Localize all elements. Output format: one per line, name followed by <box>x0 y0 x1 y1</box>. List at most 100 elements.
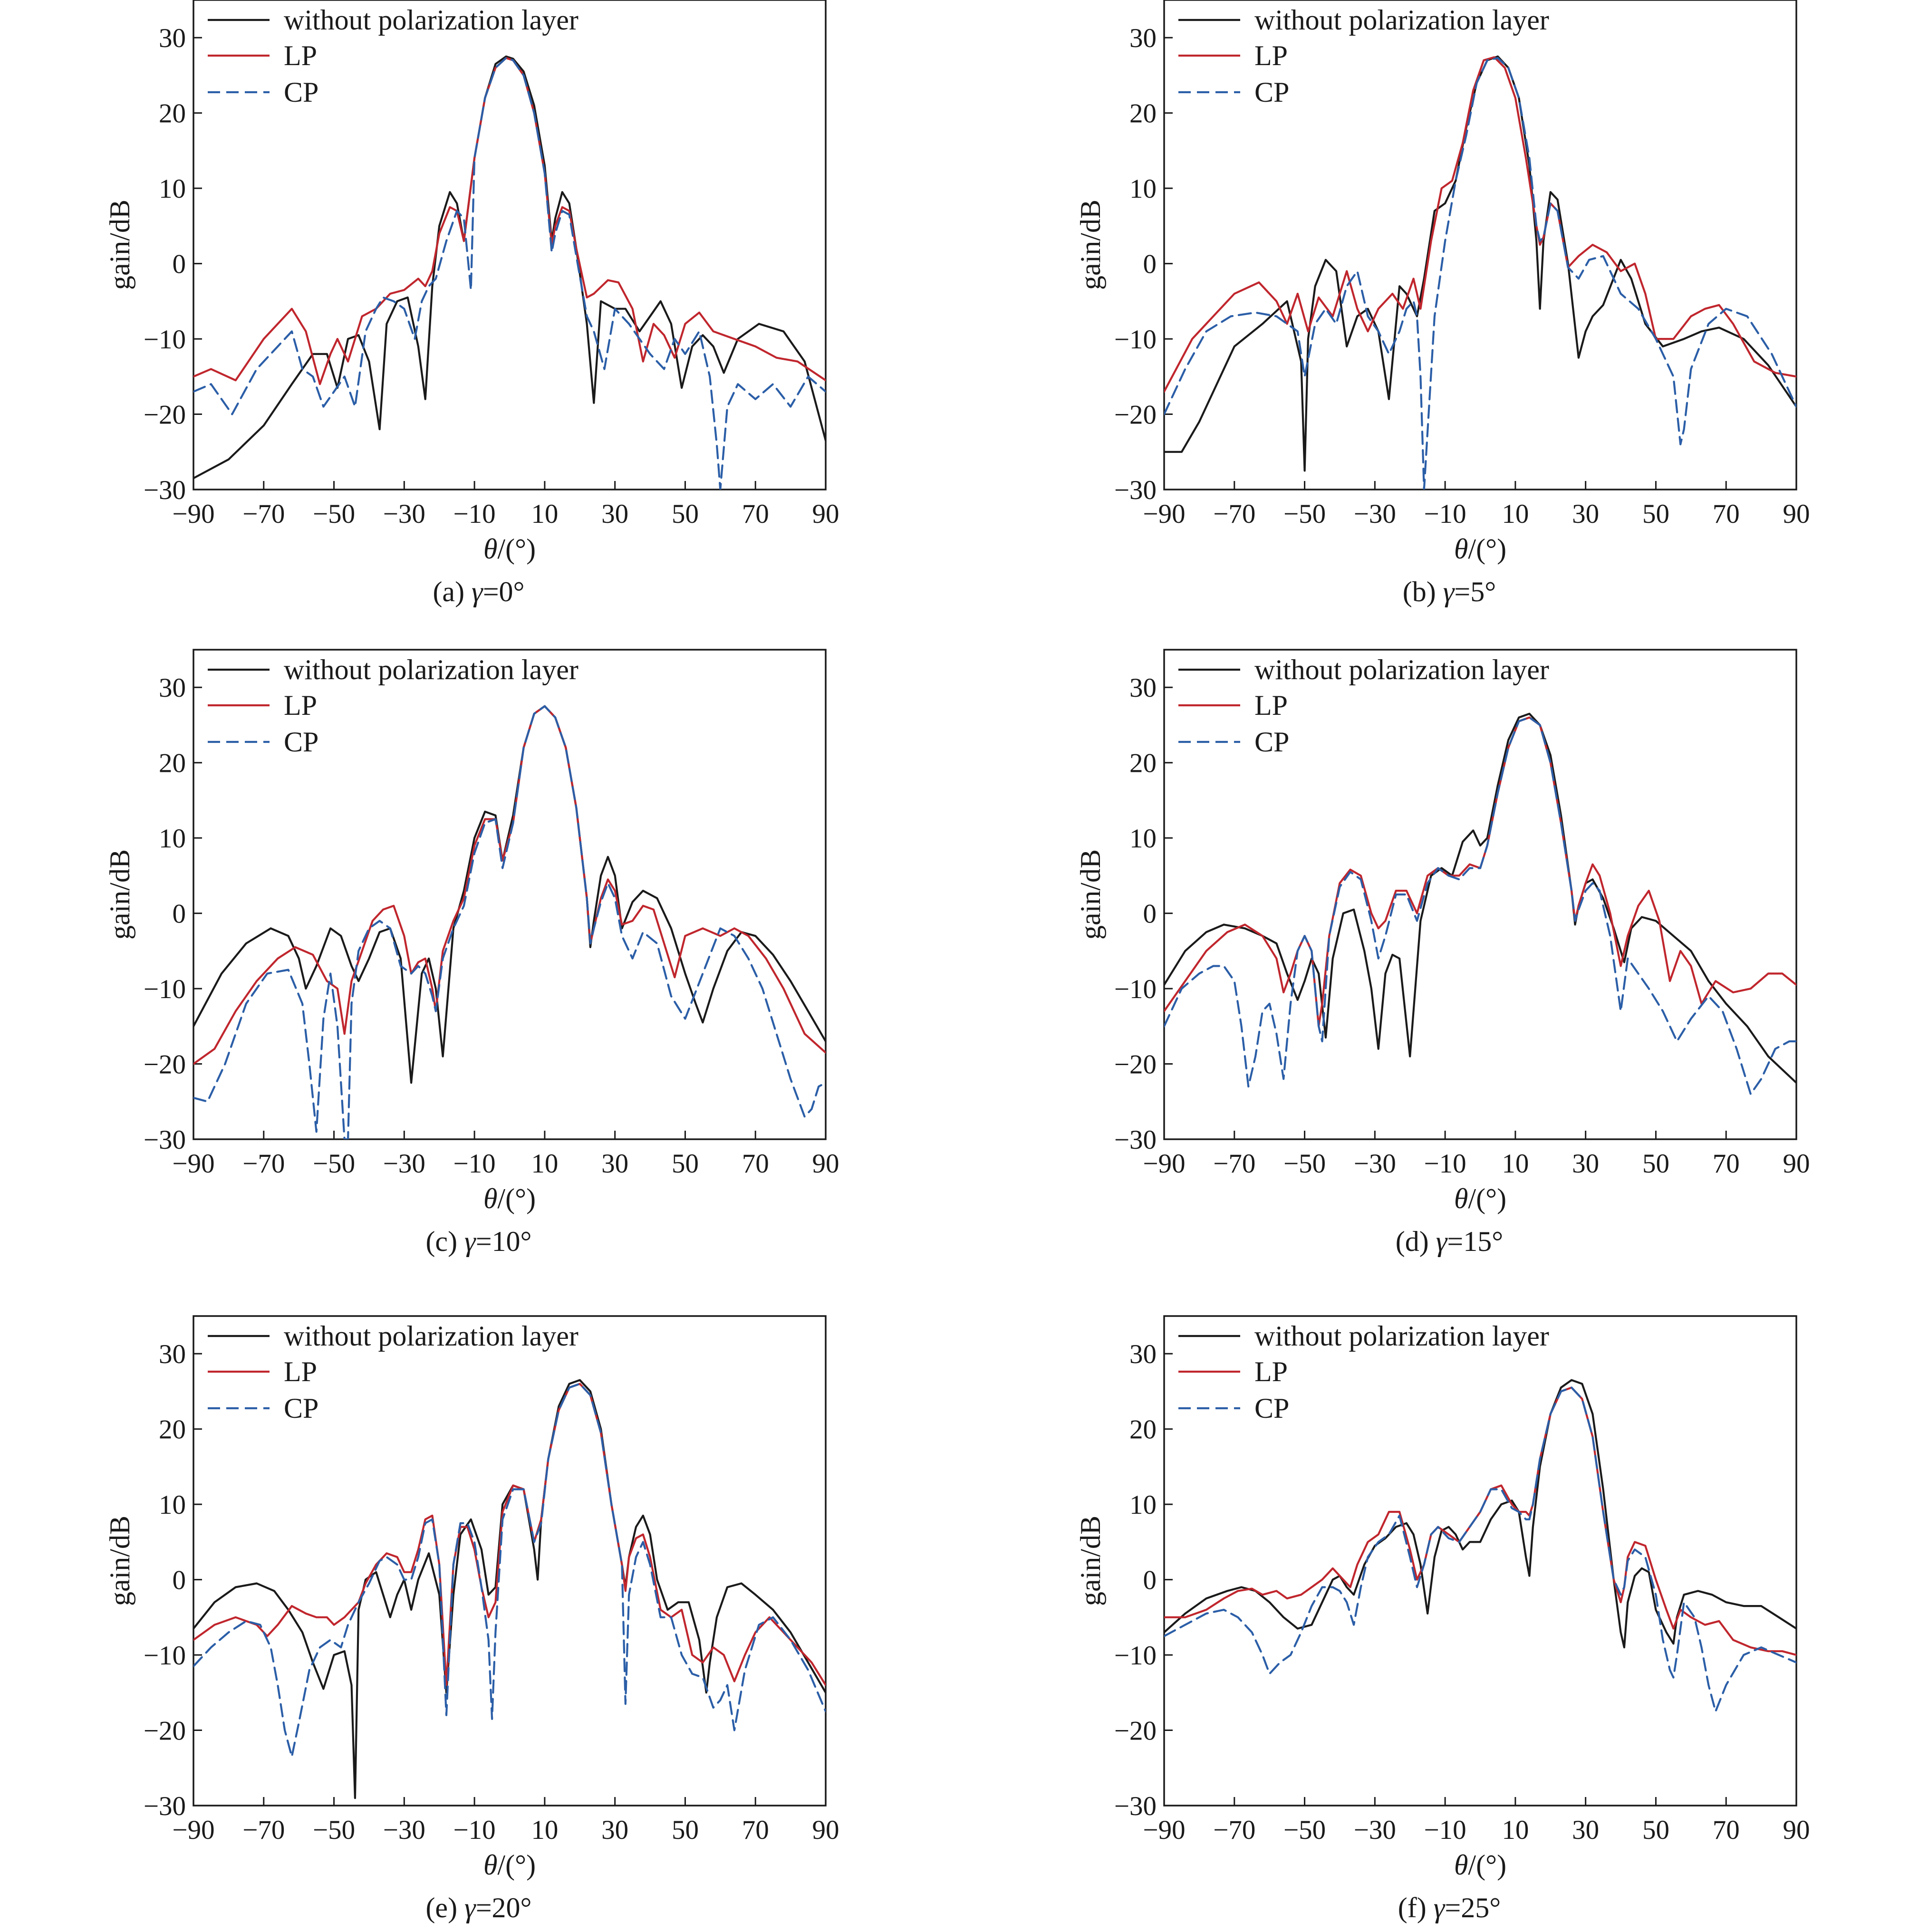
series-line-without <box>193 1379 826 1799</box>
legend: without polarization layer LP CP <box>1178 654 1549 758</box>
y-tick-label: 30 <box>159 673 186 703</box>
x-axis-label: θ/(°) <box>483 1849 536 1881</box>
x-tick-label: −90 <box>1143 499 1185 529</box>
legend-label-without: without polarization layer <box>1254 1320 1549 1352</box>
y-axis-label: gain/dB <box>1075 1516 1106 1606</box>
series-line-lp <box>193 705 826 1065</box>
plot-frame <box>1163 1315 1797 1807</box>
x-tick-label: −70 <box>1213 1815 1255 1845</box>
x-tick-label: −10 <box>453 499 496 529</box>
y-tick-label: 10 <box>159 174 186 204</box>
series-line-cp <box>1164 57 1796 490</box>
y-axis-label: gain/dB <box>1075 200 1106 290</box>
legend-label-lp: LP <box>284 690 317 721</box>
x-tick-label: 30 <box>1572 499 1599 529</box>
x-tick-label: −70 <box>242 499 285 529</box>
x-tick-label: 90 <box>1783 1815 1810 1845</box>
y-axis-label: gain/dB <box>1075 849 1106 940</box>
x-axis-label: θ/(°) <box>483 533 536 565</box>
x-tick-label: −90 <box>172 1815 214 1845</box>
y-tick-label: −10 <box>144 974 186 1004</box>
legend-label-lp: LP <box>284 1356 317 1387</box>
plot-frame <box>193 649 827 1140</box>
x-tick-label: −30 <box>1354 1149 1396 1179</box>
x-tick-label: 70 <box>1713 1815 1740 1845</box>
legend-label-without: without polarization layer <box>1254 654 1549 685</box>
legend-label-lp: LP <box>1254 690 1288 721</box>
x-tick-label: 90 <box>812 499 839 529</box>
y-axis-label: gain/dB <box>104 1516 135 1606</box>
x-tick-label: 30 <box>601 499 628 529</box>
y-tick-label: 20 <box>159 749 186 779</box>
x-tick-label: −10 <box>453 1149 496 1179</box>
x-tick-label: −10 <box>1424 1815 1466 1845</box>
series-line-cp <box>193 57 826 490</box>
y-tick-label: 20 <box>1129 1415 1157 1445</box>
y-tick-label: −20 <box>144 1716 186 1746</box>
series-line-without <box>1164 712 1796 1084</box>
y-tick-label: 0 <box>173 1566 186 1596</box>
x-tick-label: −70 <box>242 1149 285 1179</box>
x-tick-label: −30 <box>1354 499 1396 529</box>
y-tick-label: −30 <box>1114 475 1157 505</box>
y-tick-label: 10 <box>1129 174 1157 204</box>
legend: without polarization layer LP CP <box>208 4 578 108</box>
y-axis-label: gain/dB <box>104 849 135 940</box>
x-tick-label: −10 <box>1424 1149 1466 1179</box>
x-tick-label: 30 <box>601 1815 628 1845</box>
plot-frame <box>193 0 827 490</box>
x-tick-label: 50 <box>672 499 699 529</box>
y-tick-label: 0 <box>1143 250 1157 279</box>
legend-label-cp: CP <box>1254 1393 1289 1424</box>
series-line-cp <box>1164 1386 1796 1712</box>
x-tick-label: −90 <box>1143 1815 1185 1845</box>
x-tick-label: −30 <box>383 1815 425 1845</box>
y-tick-label: −10 <box>144 325 186 355</box>
x-tick-label: 30 <box>601 1149 628 1179</box>
series-line-lp <box>193 1383 826 1686</box>
y-tick-label: 30 <box>159 23 186 53</box>
x-tick-label: −70 <box>1213 1149 1255 1179</box>
x-tick-label: −30 <box>383 1149 425 1179</box>
y-tick-label: 0 <box>1143 1566 1157 1596</box>
plot-frame <box>193 1315 827 1807</box>
y-tick-label: 30 <box>1129 673 1157 703</box>
legend-label-without: without polarization layer <box>1254 4 1549 36</box>
x-tick-label: −50 <box>313 1815 355 1845</box>
plot-frame <box>1163 0 1797 490</box>
legend: without polarization layer LP CP <box>1178 1320 1549 1424</box>
series-line-without <box>193 705 826 1084</box>
x-tick-label: 10 <box>1502 499 1529 529</box>
x-axis-label: θ/(°) <box>1454 1183 1506 1214</box>
panel-caption: (f) γ=25° <box>1398 1892 1501 1923</box>
y-tick-label: 0 <box>1143 899 1157 929</box>
legend-label-cp: CP <box>284 726 318 758</box>
x-tick-label: −90 <box>1143 1149 1185 1179</box>
y-tick-label: 10 <box>1129 1490 1157 1520</box>
legend-label-without: without polarization layer <box>284 654 578 685</box>
x-tick-label: −50 <box>313 499 355 529</box>
x-tick-label: −50 <box>1283 1149 1326 1179</box>
x-tick-label: −10 <box>1424 499 1466 529</box>
panel-caption: (e) γ=20° <box>425 1892 531 1923</box>
y-tick-label: −30 <box>144 1125 186 1155</box>
chart-panel-d: −90 −70 −50 −30 −10 10 30 50 70 90 −30 −20 −10 0 10 20 3… <box>1075 649 1810 1257</box>
x-tick-label: −30 <box>383 499 425 529</box>
legend-label-lp: LP <box>1254 1356 1288 1387</box>
panel-caption: (a) γ=0° <box>433 576 524 607</box>
legend: without polarization layer LP CP <box>208 1320 578 1424</box>
x-tick-label: 90 <box>812 1815 839 1845</box>
y-tick-label: 0 <box>173 250 186 279</box>
y-tick-label: −10 <box>1114 974 1157 1004</box>
legend: without polarization layer LP CP <box>208 654 578 758</box>
legend-label-without: without polarization layer <box>284 4 578 36</box>
x-tick-label: −30 <box>1354 1815 1396 1845</box>
x-tick-label: 90 <box>1783 499 1810 529</box>
chart-panel-a: −90 −70 −50 −30 −10 10 30 50 70 90 −30 −20 −10 0 10 20 3… <box>104 0 839 607</box>
x-tick-label: 70 <box>742 1149 769 1179</box>
legend: without polarization layer LP CP <box>1178 4 1549 108</box>
y-tick-label: 30 <box>159 1339 186 1369</box>
y-tick-label: 10 <box>159 824 186 854</box>
series-line-lp <box>1164 56 1796 393</box>
